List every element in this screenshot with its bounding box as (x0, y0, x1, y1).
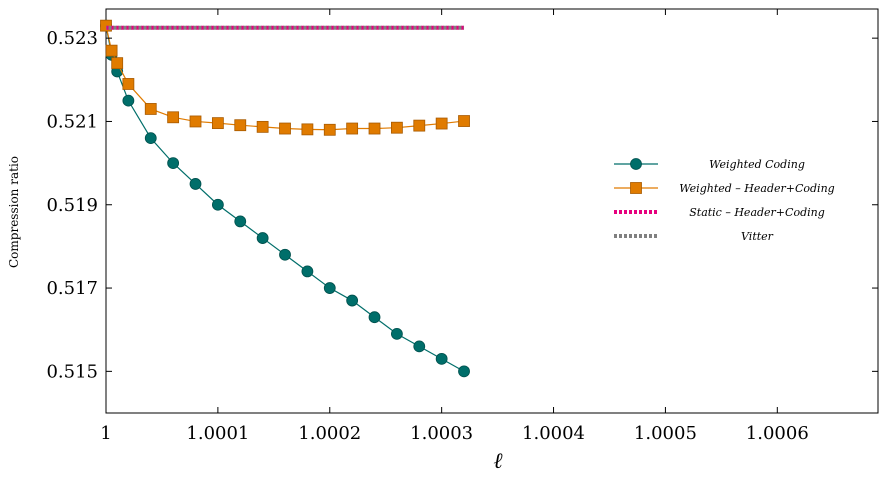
series-line (105, 25, 465, 131)
data-point (234, 119, 247, 132)
data-point (435, 352, 448, 365)
data-point (256, 232, 269, 244)
data-point (144, 103, 157, 115)
data-point (167, 111, 180, 124)
legend-entry-2: Static – Header+Coding (614, 206, 825, 219)
data-point (189, 178, 202, 190)
y-tick-label: 0.515 (46, 361, 98, 382)
x-axis-title: ℓ (493, 449, 503, 474)
legend-label: Weighted – Header+Coding (679, 182, 834, 195)
plot-frame (105, 8, 879, 414)
data-point (256, 120, 269, 133)
legend-label: Vitter (741, 230, 774, 243)
data-point (211, 198, 224, 211)
legend-marker (630, 182, 642, 194)
data-point (122, 78, 135, 90)
data-point (323, 123, 336, 136)
legend-marker (630, 158, 642, 170)
data-point (279, 122, 291, 135)
x-tick-label: 1.0004 (522, 423, 585, 444)
data-point (189, 115, 202, 128)
x-tick-label: 1.0005 (634, 423, 697, 444)
series-1 (100, 19, 470, 136)
legend-entry-3: Vitter (614, 230, 774, 243)
legend: Weighted Coding Weighted – Header+Coding S… (614, 158, 835, 243)
y-axis: 0.515 0.517 0.519 0.521 0.523 (46, 28, 878, 382)
y-tick-label: 0.521 (46, 111, 98, 132)
data-point (144, 132, 157, 145)
data-point (211, 117, 224, 130)
x-tick-label: 1.0006 (746, 423, 809, 444)
data-point (346, 294, 359, 307)
data-point (100, 19, 112, 32)
y-tick-label: 0.517 (46, 278, 98, 299)
data-point (435, 117, 448, 130)
data-point (413, 119, 426, 132)
y-tick-label: 0.519 (46, 195, 98, 216)
x-tick-label: 1.0002 (298, 423, 361, 444)
series-line (105, 25, 465, 372)
data-point (279, 248, 291, 261)
data-point (458, 115, 470, 127)
data-point (301, 265, 314, 278)
data-point (234, 215, 247, 228)
data-point (458, 365, 470, 378)
x-tick-label: 1 (100, 423, 111, 444)
data-point (167, 157, 180, 170)
data-point (111, 57, 124, 70)
x-tick-label: 1.0003 (410, 423, 473, 444)
plot-area (100, 8, 879, 414)
legend-entry-0: Weighted Coding (614, 158, 805, 171)
data-point (390, 327, 403, 340)
data-point (390, 121, 403, 134)
legend-label: Weighted Coding (709, 158, 805, 171)
legend-label: Static – Header+Coding (689, 206, 825, 219)
data-point (368, 122, 381, 135)
data-point (301, 123, 314, 136)
data-point (323, 282, 336, 294)
x-axis: 1 1.0001 1.0002 1.0003 1.0004 1.0005 1.0006 (100, 9, 809, 444)
legend-entry-1: Weighted – Header+Coding (614, 182, 835, 195)
data-point (105, 44, 118, 57)
data-point (122, 94, 135, 107)
data-point (413, 340, 426, 353)
data-point (346, 122, 359, 135)
y-tick-label: 0.523 (46, 28, 98, 49)
series-0 (100, 19, 470, 378)
y-axis-title: Compression ratio (7, 156, 21, 268)
data-point (368, 311, 381, 324)
x-tick-label: 1.0001 (186, 423, 249, 444)
